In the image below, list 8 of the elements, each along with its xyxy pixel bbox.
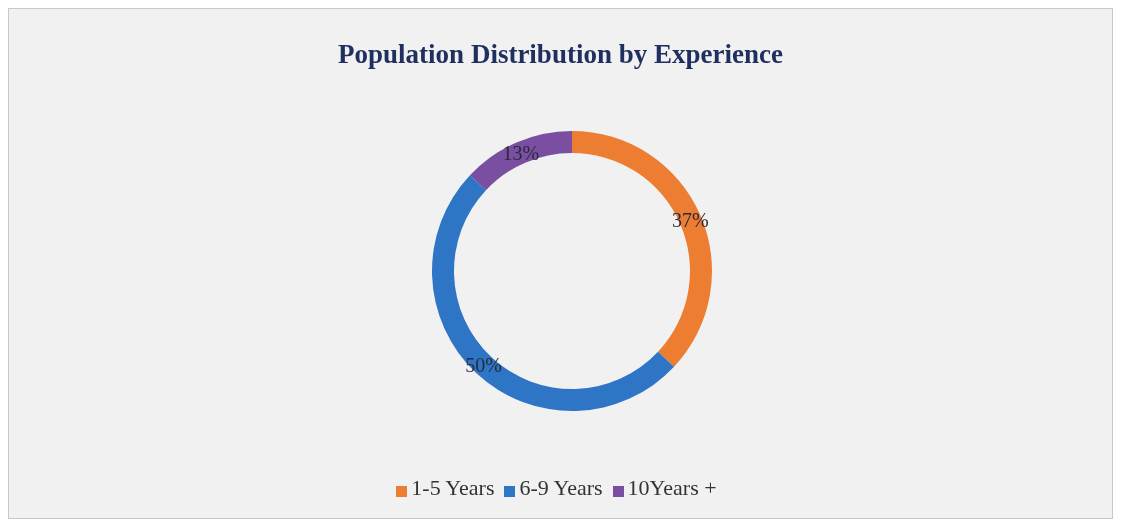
chart-title: Population Distribution by Experience (337, 39, 784, 70)
legend-label: 1-5 Years (411, 475, 495, 500)
donut-slice (572, 131, 712, 367)
donut-slice (469, 131, 572, 191)
legend-label: 6-9 Years (519, 475, 603, 500)
donut-slice (432, 175, 675, 411)
data-label: 13% (502, 141, 540, 164)
legend-label: 10Years + (627, 475, 717, 500)
